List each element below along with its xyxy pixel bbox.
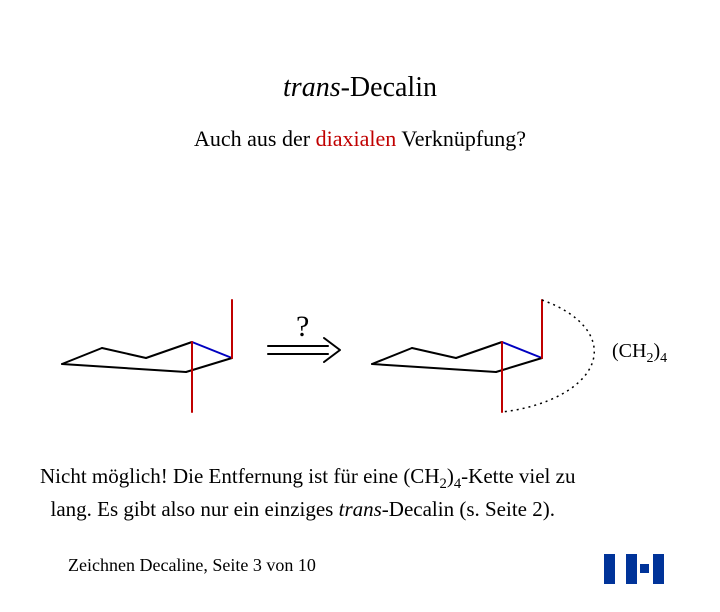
reaction-diagram: ? (CH2)4 (0, 262, 720, 432)
body-l1c: -Kette viel zu (461, 464, 575, 488)
subtitle-after: Verknüpfung? (396, 126, 526, 151)
body-text: Nicht möglich! Die Entfernung ist für ei… (40, 462, 680, 523)
title-rest: -Decalin (341, 72, 437, 103)
page-footer: Zeichnen Decaline, Seite 3 von 10 (68, 555, 316, 576)
svg-text:?: ? (296, 310, 309, 343)
ch2-label: (CH2)4 (612, 340, 667, 367)
body-l1a: Nicht möglich! Die Entfernung ist für ei… (40, 464, 439, 488)
page-title: trans-Decalin (0, 72, 720, 104)
subtitle-highlight: diaxialen (316, 126, 397, 151)
subtitle-before: Auch aus der (194, 126, 316, 151)
logo (600, 552, 670, 586)
ch2-text: (CH (612, 340, 646, 362)
body-l1sub1: 2 (439, 476, 446, 492)
body-l2a: lang. Es gibt also nur ein einziges (51, 497, 339, 521)
body-l2b: -Decalin (s. Seite 2). (382, 497, 555, 521)
logo-svg (600, 552, 670, 586)
ch2-sub2: 4 (660, 351, 667, 366)
title-italic: trans (283, 72, 341, 103)
body-l2ital: trans (339, 497, 382, 521)
subtitle: Auch aus der diaxialen Verknüpfung? (0, 126, 720, 152)
body-l1b: ) (447, 464, 454, 488)
